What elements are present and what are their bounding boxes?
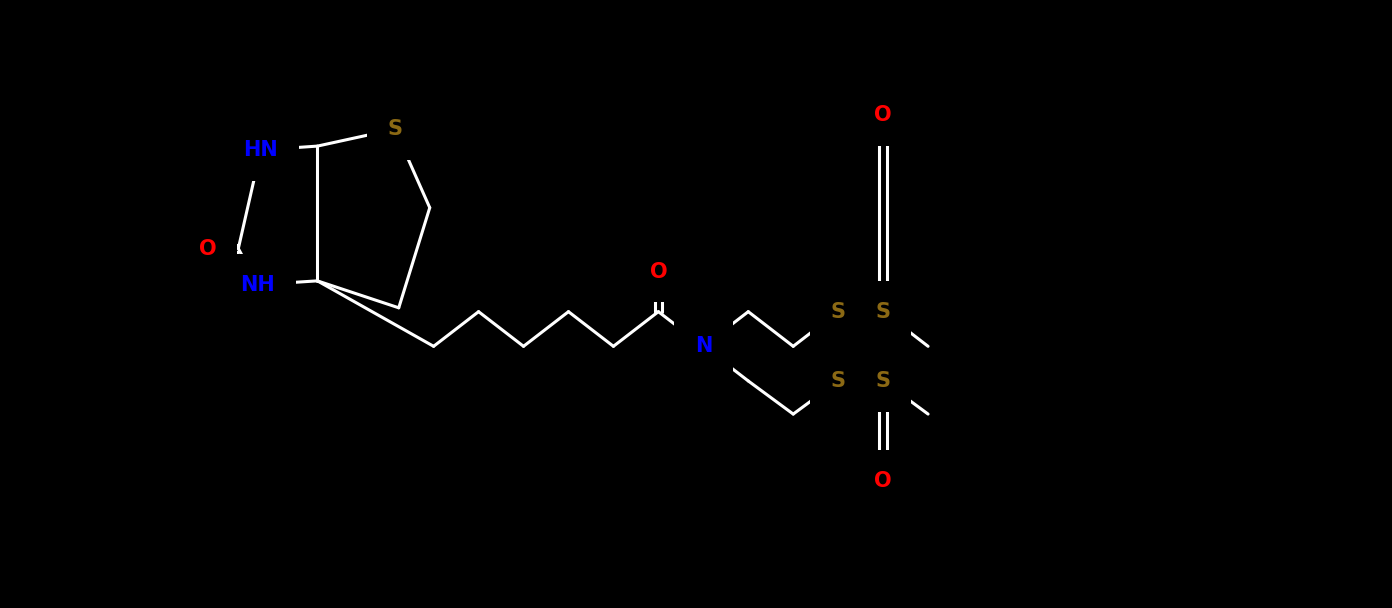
Text: S: S: [876, 371, 891, 391]
Text: S: S: [387, 119, 402, 139]
Text: N: N: [695, 336, 713, 356]
Text: S: S: [831, 302, 846, 322]
Text: O: O: [199, 238, 216, 258]
Text: NH: NH: [241, 275, 276, 295]
Text: HN: HN: [244, 140, 278, 160]
Text: O: O: [650, 261, 667, 282]
Text: S: S: [831, 371, 846, 391]
Text: O: O: [874, 471, 892, 491]
Text: S: S: [876, 302, 891, 322]
Text: O: O: [874, 105, 892, 125]
